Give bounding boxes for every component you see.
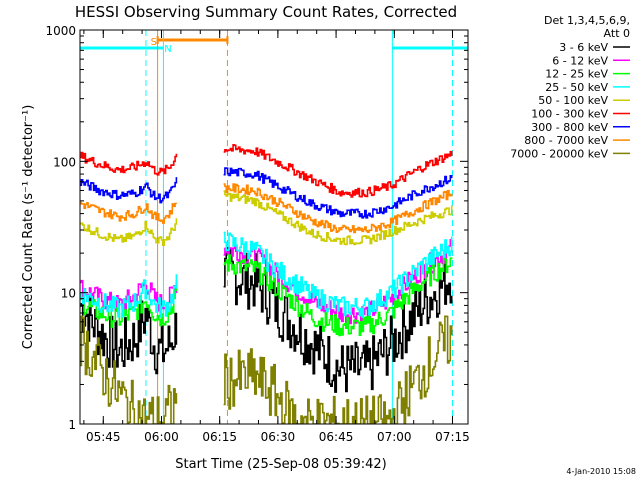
- footer-date: 4-Jan-2010 15:08: [566, 467, 636, 476]
- legend-label: 6 - 12 keV: [552, 54, 608, 67]
- y-tick-label: 1000: [45, 24, 76, 38]
- series-line: [80, 218, 178, 246]
- series-line: [80, 201, 178, 224]
- x-tick-label: 06:00: [144, 430, 179, 444]
- series-line: [223, 167, 453, 219]
- x-tick-label: 06:15: [202, 430, 237, 444]
- legend-label: 50 - 100 keV: [538, 94, 608, 107]
- plot-frame: [79, 29, 469, 425]
- y-axis-label: Corrected Count Rate (s⁻¹ detector⁻¹): [21, 105, 36, 350]
- legend-header-line2: Att 0: [604, 27, 630, 40]
- series-group: [80, 144, 453, 424]
- series-line: [223, 231, 453, 318]
- series-line: [223, 315, 453, 424]
- series-line: [223, 144, 453, 198]
- series-line: [223, 190, 453, 246]
- x-axis-label: Start Time (25-Sep-08 05:39:42): [175, 457, 386, 472]
- series-line: [80, 279, 178, 313]
- x-tick-label: 06:30: [261, 430, 296, 444]
- legend-label: 800 - 7000 keV: [524, 134, 608, 147]
- x-tick-label: 07:15: [435, 430, 470, 444]
- y-tick-label: 1: [68, 418, 76, 432]
- legend-label: 3 - 6 keV: [559, 41, 608, 54]
- x-tick-label: 07:00: [377, 430, 412, 444]
- series-line: [223, 254, 453, 337]
- y-tick-label: 10: [61, 287, 76, 301]
- series-line: [80, 284, 178, 328]
- legend-label: 300 - 800 keV: [531, 121, 608, 134]
- legend-header-line1: Det 1,3,4,5,6,9,: [544, 14, 630, 27]
- legend-label: 25 - 50 keV: [545, 81, 608, 94]
- series-line: [223, 246, 453, 393]
- series-line: [80, 151, 178, 176]
- axis-ticks: 05:45 06:00 06:15 06:30 06:45 07:00 07:15 1000 1…: [45, 24, 469, 444]
- series-line: [223, 183, 453, 234]
- series-line: [80, 177, 178, 204]
- series-line: [80, 315, 178, 424]
- x-tick-label: 06:45: [319, 430, 354, 444]
- series-line: [80, 274, 178, 318]
- annotation-s: S: [151, 37, 157, 48]
- chart-title: HESSI Observing Summary Count Rates, Cor…: [75, 3, 457, 21]
- legend-label: 100 - 300 keV: [531, 108, 608, 121]
- annotation-n: N: [164, 44, 171, 55]
- legend-label: 7000 - 20000 keV: [510, 147, 608, 160]
- y-tick-label: 100: [53, 155, 76, 169]
- x-tick-label: 05:45: [86, 430, 121, 444]
- legend-label: 12 - 25 keV: [545, 68, 608, 81]
